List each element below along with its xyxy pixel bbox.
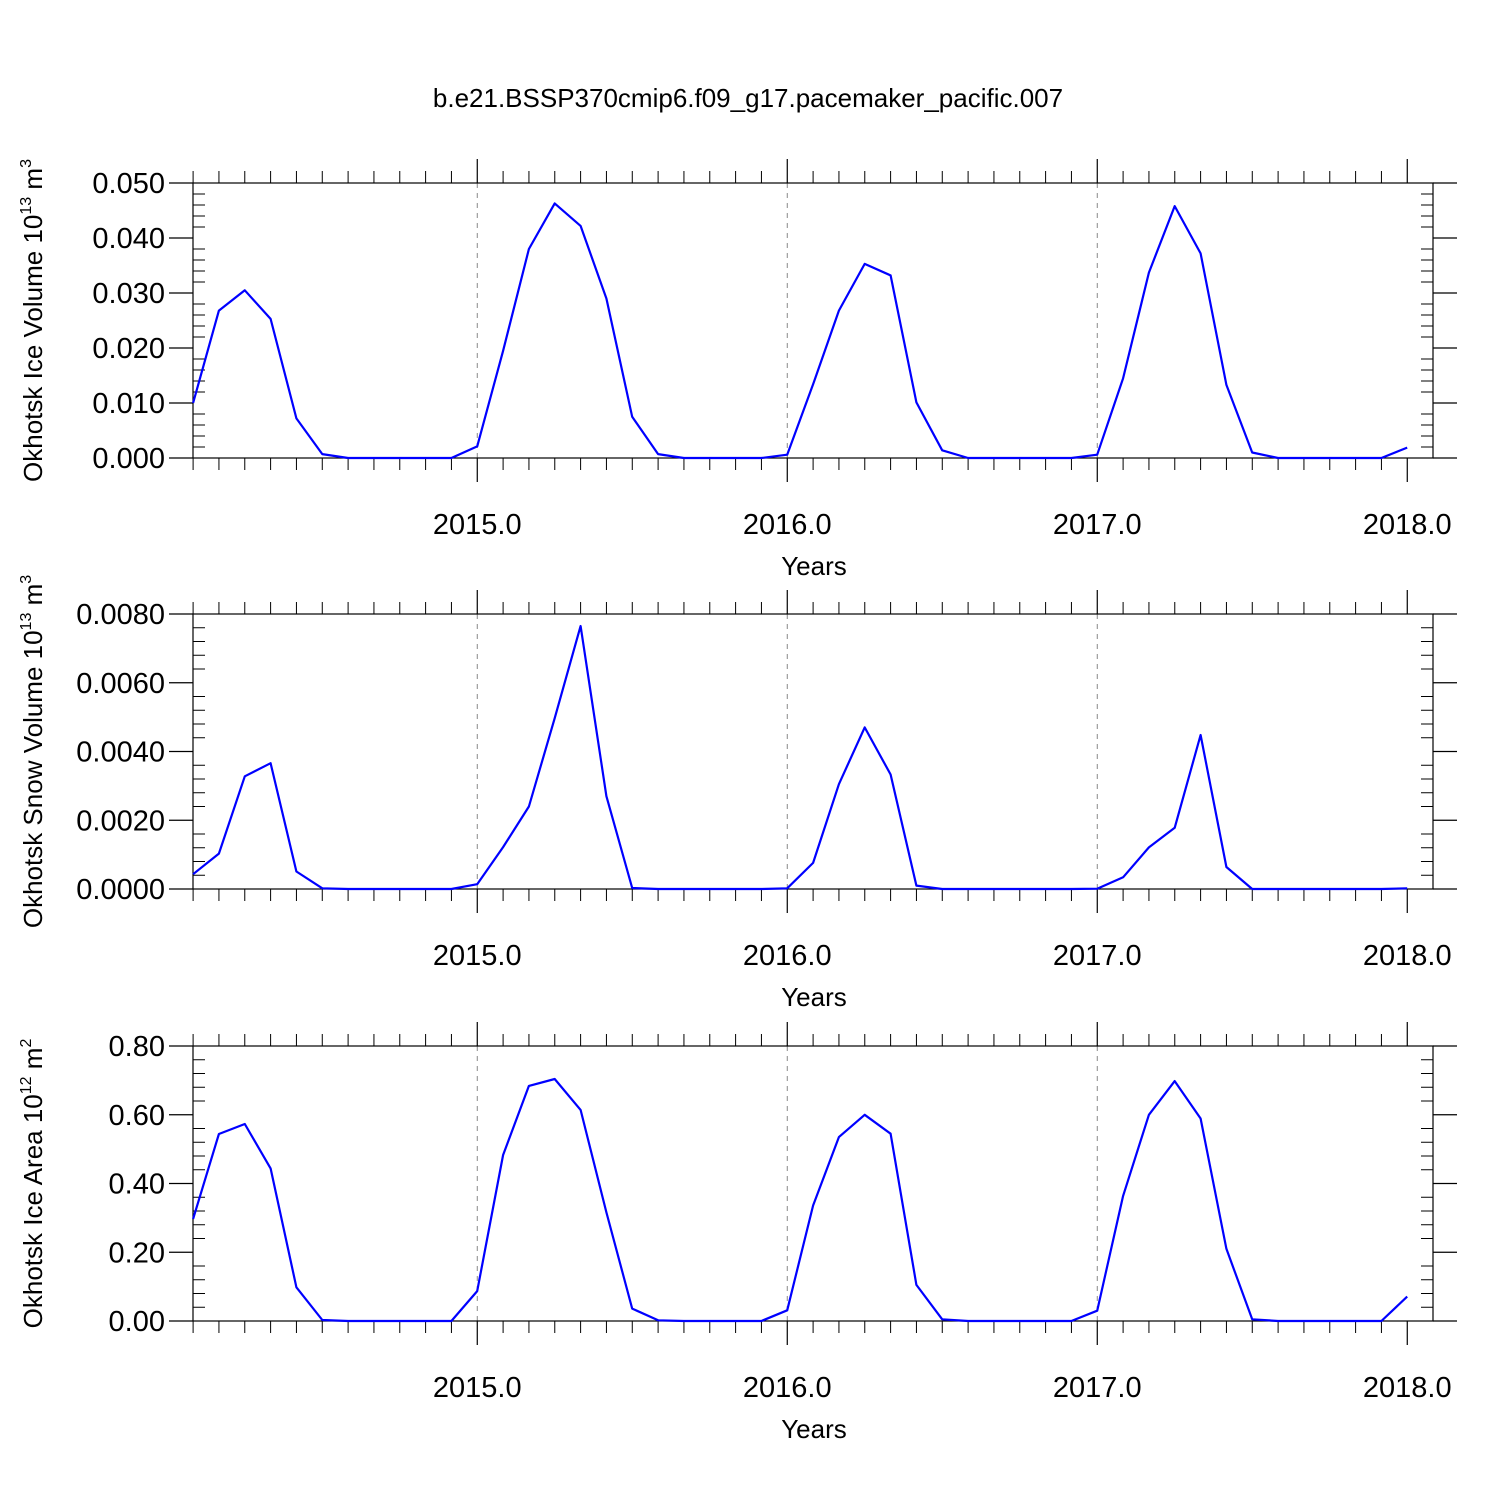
- figure-title: b.e21.BSSP370cmip6.f09_g17.pacemaker_pac…: [433, 83, 1063, 113]
- x-tick-label: 2015.0: [433, 1372, 522, 1404]
- y-tick-label: 0.0080: [76, 599, 165, 631]
- x-tick-label: 2017.0: [1053, 1372, 1142, 1404]
- x-tick-label: 2016.0: [743, 1372, 832, 1404]
- y-tick-label: 0.010: [92, 388, 165, 420]
- y-tick-label: 0.0000: [76, 874, 165, 906]
- y-axis-label: Okhotsk Snow Volume 1013 m3: [18, 575, 48, 928]
- plot-frame: [192, 613, 1434, 890]
- y-tick-label: 0.000: [92, 443, 165, 475]
- x-tick-label: 2017.0: [1053, 940, 1142, 972]
- y-tick-label: 0.00: [109, 1306, 165, 1338]
- y-axis-label: Okhotsk Ice Area 1012 m2: [18, 1039, 48, 1329]
- x-tick-label: 2016.0: [743, 940, 832, 972]
- panels: 0.000 0.010 0.020 0.030 0.040 0.050 2015.0 2016…: [18, 159, 1457, 1444]
- x-tick-label: 2017.0: [1053, 509, 1142, 541]
- y-tick-label: 0.020: [92, 333, 165, 365]
- plot-frame: [192, 182, 1434, 459]
- x-tick-label: 2015.0: [433, 509, 522, 541]
- x-tick-label: 2018.0: [1363, 509, 1452, 541]
- x-tick-label: 2018.0: [1363, 1372, 1452, 1404]
- chart-panel-2: 0.0000 0.0020 0.0040 0.0060 0.0080 2015.0 2016…: [18, 575, 1457, 1012]
- plot-frame: [192, 1045, 1434, 1322]
- y-tick-label: 0.050: [92, 168, 165, 200]
- chart-panel-3: 0.00 0.20 0.40 0.60 0.80 2015.0 2016.0 2017.0 20…: [18, 1022, 1457, 1444]
- y-tick-label: 0.040: [92, 223, 165, 255]
- y-tick-label: 0.030: [92, 278, 165, 310]
- y-tick-label: 0.0060: [76, 668, 165, 700]
- x-axis-label: Years: [781, 982, 847, 1012]
- series-line: [192, 624, 1408, 891]
- x-tick-label: 2016.0: [743, 509, 832, 541]
- series-line: [192, 202, 1408, 460]
- y-tick-label: 0.0040: [76, 737, 165, 769]
- x-axis-label: Years: [781, 551, 847, 581]
- x-tick-label: 2015.0: [433, 940, 522, 972]
- y-tick-label: 0.60: [109, 1100, 165, 1132]
- y-axis-label: Okhotsk Ice Volume 1013 m3: [18, 159, 48, 482]
- y-tick-label: 0.40: [109, 1169, 165, 1201]
- x-axis-label: Years: [781, 1414, 847, 1444]
- x-tick-label: 2018.0: [1363, 940, 1452, 972]
- y-tick-label: 0.0020: [76, 805, 165, 837]
- y-tick-label: 0.20: [109, 1237, 165, 1269]
- chart-panel-1: 0.000 0.010 0.020 0.030 0.040 0.050 2015.0 2016…: [18, 159, 1457, 581]
- y-tick-label: 0.80: [109, 1031, 165, 1063]
- series-line: [192, 1077, 1408, 1323]
